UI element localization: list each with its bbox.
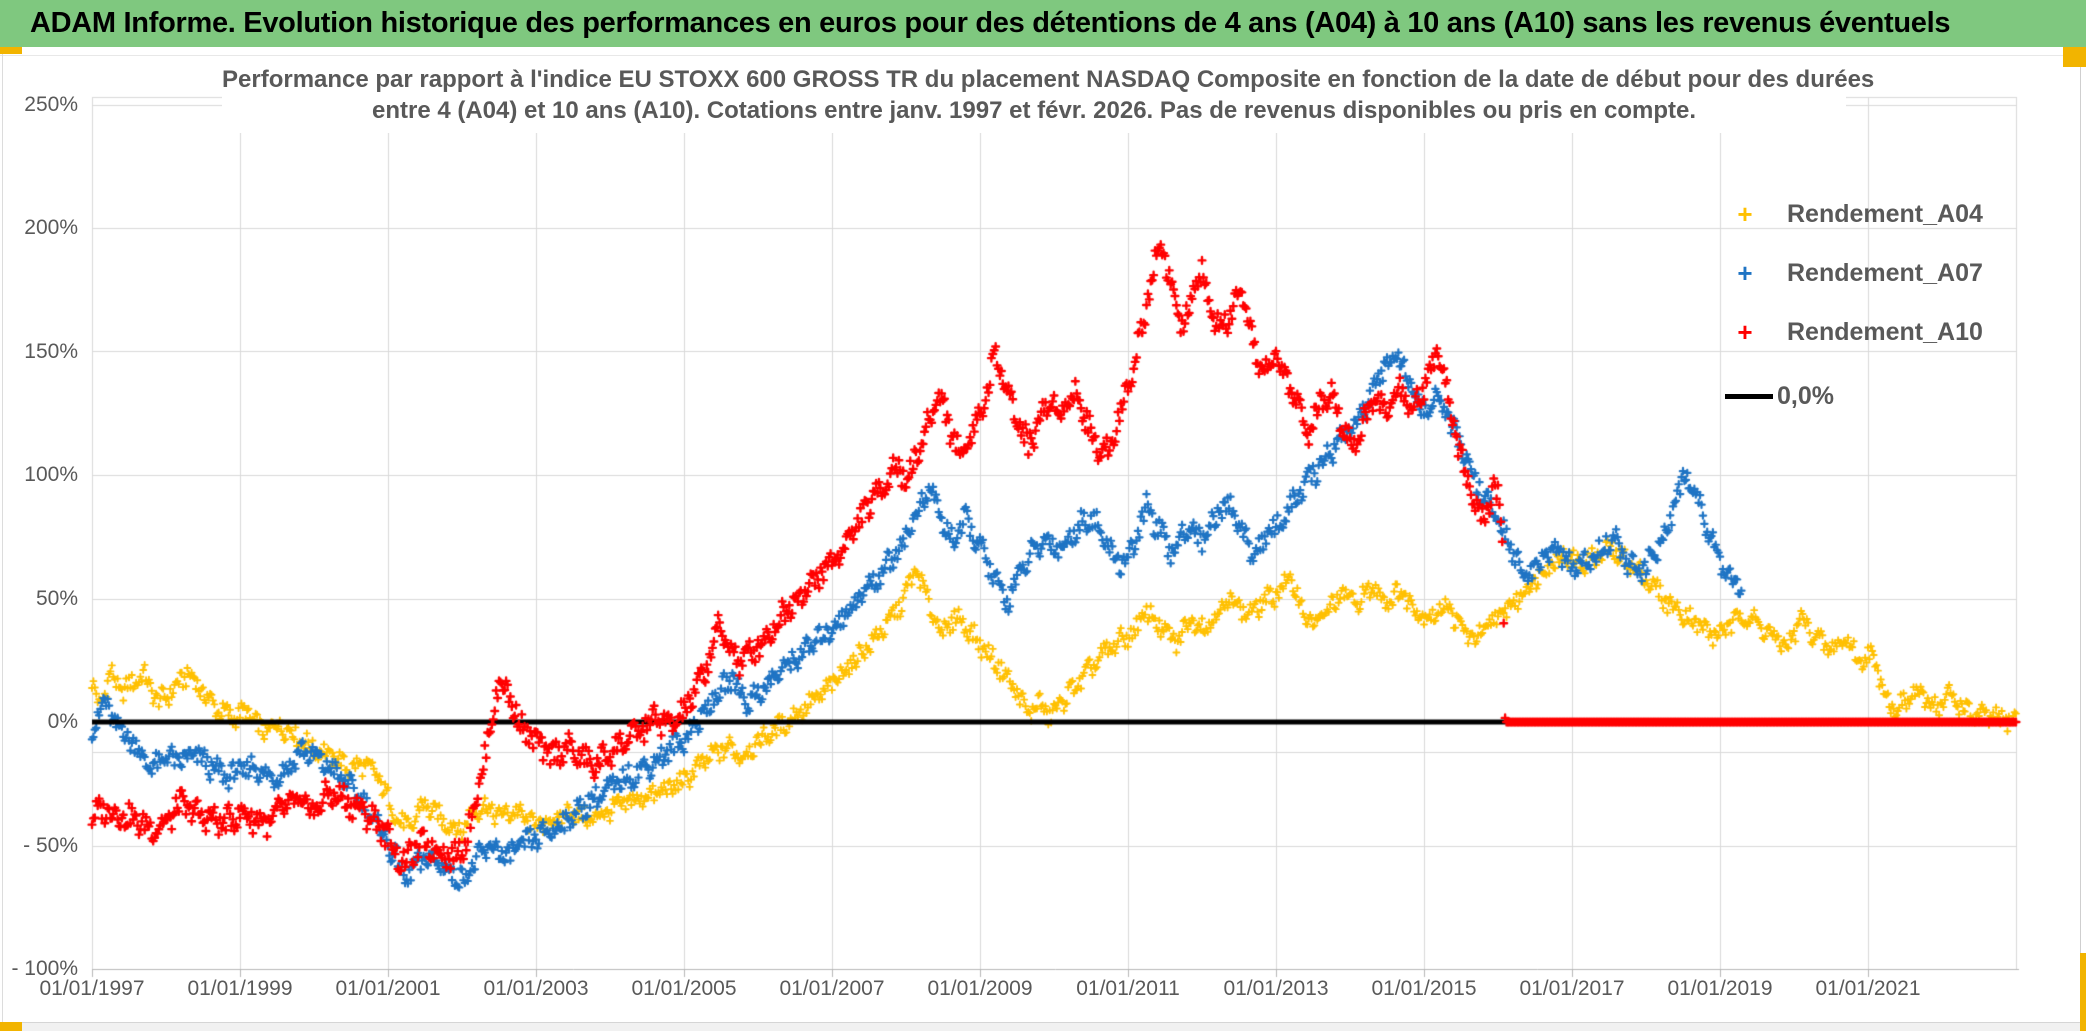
x-tick-label: 01/01/2019 — [1667, 977, 1773, 1000]
x-tick-label: 01/01/2003 — [483, 977, 589, 1000]
y-tick-label: 150% — [24, 339, 78, 363]
y-tick-label: 50% — [35, 586, 78, 610]
y-tick-label: - 100% — [11, 957, 78, 980]
x-tick-label: 01/01/2021 — [1815, 977, 1921, 1000]
x-tick-label: 01/01/2017 — [1519, 977, 1625, 1000]
legend-label: Rendement_A07 — [1787, 258, 1983, 287]
x-tick-label: 01/01/2007 — [779, 977, 885, 1000]
title-bar: ADAM Informe. Evolution historique des p… — [0, 0, 2086, 47]
chart-title-line-1: Performance par rapport à l'indice EU ST… — [222, 66, 1875, 93]
x-tick-label: 01/01/2001 — [335, 977, 441, 1000]
page-right-border — [2080, 66, 2081, 1031]
chart-title-box[interactable]: Performance par rapport à l'indice EU ST… — [222, 57, 1875, 133]
y-tick-label: 250% — [24, 92, 78, 116]
legend-item-rendement-a04[interactable]: + Rendement_A04 — [1725, 196, 1983, 232]
page-left-border — [2, 47, 3, 1022]
gold-accent-right — [2080, 953, 2086, 1031]
gold-accent-bottom-left — [0, 1022, 22, 1031]
plus-marker-icon: + — [1737, 258, 1753, 288]
legend-label: 0,0% — [1777, 381, 1834, 410]
x-tick-label: 01/01/1997 — [39, 977, 145, 1000]
legend-item-zero-line[interactable]: 0,0% — [1725, 378, 1834, 414]
x-tick-label: 01/01/2015 — [1371, 977, 1477, 1000]
title-divider — [0, 55, 2086, 56]
bottom-scroll-strip[interactable] — [0, 1022, 2086, 1031]
gold-accent-top-left — [0, 47, 22, 54]
y-tick-label: 200% — [24, 216, 78, 239]
gold-accent-top-right — [2063, 47, 2086, 67]
plus-marker-icon: + — [1737, 317, 1753, 347]
x-tick-label: 01/01/2013 — [1223, 977, 1329, 1000]
page-title: ADAM Informe. Evolution historique des p… — [30, 7, 1951, 39]
legend-label: Rendement_A04 — [1787, 199, 1983, 228]
x-tick-label: 01/01/2009 — [927, 977, 1033, 1000]
legend-item-rendement-a10[interactable]: + Rendement_A10 — [1725, 314, 1983, 350]
x-tick-label: 01/01/2005 — [631, 977, 737, 1000]
plus-marker-icon: + — [1737, 199, 1753, 229]
y-tick-label: 100% — [24, 463, 78, 486]
x-tick-label: 01/01/1999 — [187, 977, 293, 1000]
y-tick-label: - 50% — [23, 833, 78, 857]
legend-item-rendement-a07[interactable]: + Rendement_A07 — [1725, 255, 1983, 291]
legend-label: Rendement_A10 — [1787, 317, 1983, 346]
zero-line-icon — [1725, 393, 1773, 399]
x-tick-label: 01/01/2011 — [1076, 977, 1180, 1000]
y-tick-label: 0% — [47, 710, 78, 733]
chart-title-line-2: entre 4 (A04) et 10 ans (A10). Cotations… — [371, 97, 1697, 124]
